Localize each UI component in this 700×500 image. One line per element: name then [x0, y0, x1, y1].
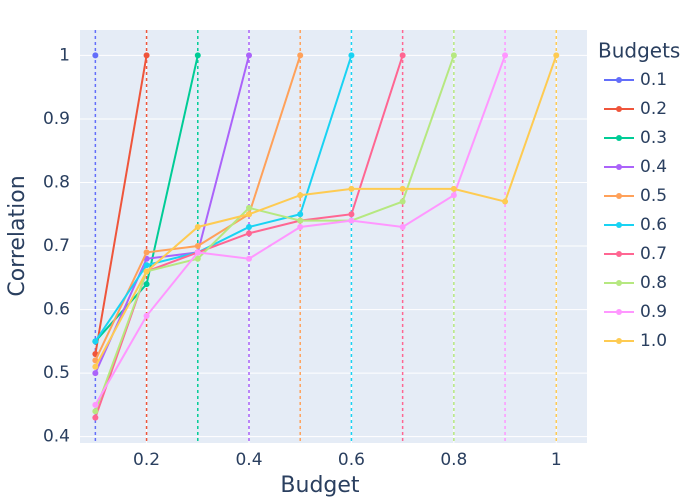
legend-label: 0.4	[640, 157, 667, 177]
point	[399, 52, 406, 59]
legend-marker	[616, 338, 622, 344]
x-axis-label: Budget	[280, 473, 360, 498]
x-tick-label: 0.8	[440, 450, 467, 470]
x-tick-label: 0.4	[235, 450, 262, 470]
y-tick-label: 0.5	[43, 363, 70, 383]
y-tick-label: 0.9	[43, 109, 70, 129]
point	[194, 255, 201, 262]
y-axis-label: Correlation	[5, 175, 30, 296]
point	[92, 401, 99, 408]
point	[348, 185, 355, 192]
legend-label: 0.2	[640, 99, 667, 119]
point	[92, 363, 99, 370]
point	[399, 185, 406, 192]
x-tick-label: 0.2	[133, 450, 160, 470]
legend-label: 0.9	[640, 302, 667, 322]
point	[246, 230, 252, 237]
point	[297, 52, 304, 59]
point	[194, 223, 201, 230]
point	[450, 52, 457, 59]
point	[553, 52, 560, 59]
legend-label: 0.1	[640, 70, 667, 90]
point	[92, 338, 99, 345]
legend-marker	[616, 251, 622, 257]
legend-marker	[616, 164, 622, 170]
series-line	[94, 55, 455, 412]
y-tick-label: 0.7	[43, 236, 70, 256]
legend-marker	[616, 77, 622, 83]
point	[502, 52, 509, 59]
point	[297, 192, 304, 199]
point	[348, 52, 355, 59]
point	[92, 408, 99, 415]
legend-label: 0.3	[640, 128, 667, 148]
series-line	[94, 55, 148, 355]
point	[399, 198, 406, 205]
point	[246, 255, 252, 262]
point	[297, 223, 304, 230]
point	[246, 211, 252, 218]
point	[348, 217, 355, 224]
x-tick-label: 0.6	[338, 450, 365, 470]
plot-area	[80, 30, 587, 443]
y-tick-label: 1	[59, 45, 70, 65]
point	[92, 414, 99, 421]
point	[399, 223, 406, 230]
point	[450, 185, 457, 192]
legend-label: 0.5	[640, 186, 667, 206]
point	[450, 192, 457, 199]
point	[348, 211, 355, 218]
point	[246, 52, 252, 59]
series-line	[94, 55, 558, 368]
point	[502, 198, 509, 205]
legend-title: Budgets	[598, 39, 680, 63]
point	[92, 370, 99, 377]
point	[143, 249, 150, 256]
point	[143, 262, 150, 269]
point	[194, 52, 201, 59]
legend-label: 0.8	[640, 273, 667, 293]
legend-marker	[616, 222, 622, 228]
legend-marker	[616, 106, 622, 112]
point	[143, 281, 150, 288]
point	[246, 223, 252, 230]
series-line	[94, 55, 250, 374]
y-tick-label: 0.6	[43, 300, 70, 320]
legend-label: 1.0	[640, 331, 667, 351]
y-tick-label: 0.8	[43, 172, 70, 192]
legend-marker	[616, 309, 622, 315]
point	[297, 217, 304, 224]
point	[143, 312, 150, 319]
point	[143, 52, 150, 59]
point	[246, 204, 252, 211]
x-tick-label: 1	[551, 450, 562, 470]
legend-marker	[616, 135, 622, 141]
point	[92, 52, 99, 59]
point	[297, 211, 304, 218]
legend-marker	[616, 280, 622, 286]
legend-label: 0.7	[640, 244, 667, 264]
series-line	[94, 55, 353, 342]
point	[143, 268, 150, 275]
y-tick-label: 0.4	[43, 427, 70, 447]
point	[194, 243, 201, 250]
legend-label: 0.6	[640, 215, 667, 235]
point	[194, 249, 201, 256]
legend-marker	[616, 193, 622, 199]
